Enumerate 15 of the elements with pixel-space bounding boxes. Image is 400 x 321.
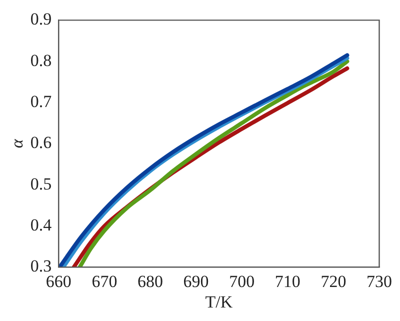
y-axis-title: α <box>8 138 27 148</box>
y-tick-label: 0.8 <box>30 50 52 70</box>
x-tick-label: 670 <box>92 272 118 291</box>
x-tick-label: 720 <box>320 272 346 291</box>
x-axis-title: T/K <box>205 292 234 312</box>
x-tick-label: 700 <box>229 272 255 291</box>
y-tick-label: 0.5 <box>30 174 52 194</box>
x-tick-label: 680 <box>138 272 163 291</box>
y-tick-label: 0.6 <box>30 133 52 152</box>
x-tick-label: 730 <box>366 272 392 291</box>
y-tick-label: 0.9 <box>30 10 52 29</box>
x-tick-label: 710 <box>274 272 300 291</box>
y-tick-label: 0.4 <box>30 216 52 234</box>
x-tick-label: 690 <box>183 272 209 291</box>
y-tick-label: 0.7 <box>30 92 52 111</box>
